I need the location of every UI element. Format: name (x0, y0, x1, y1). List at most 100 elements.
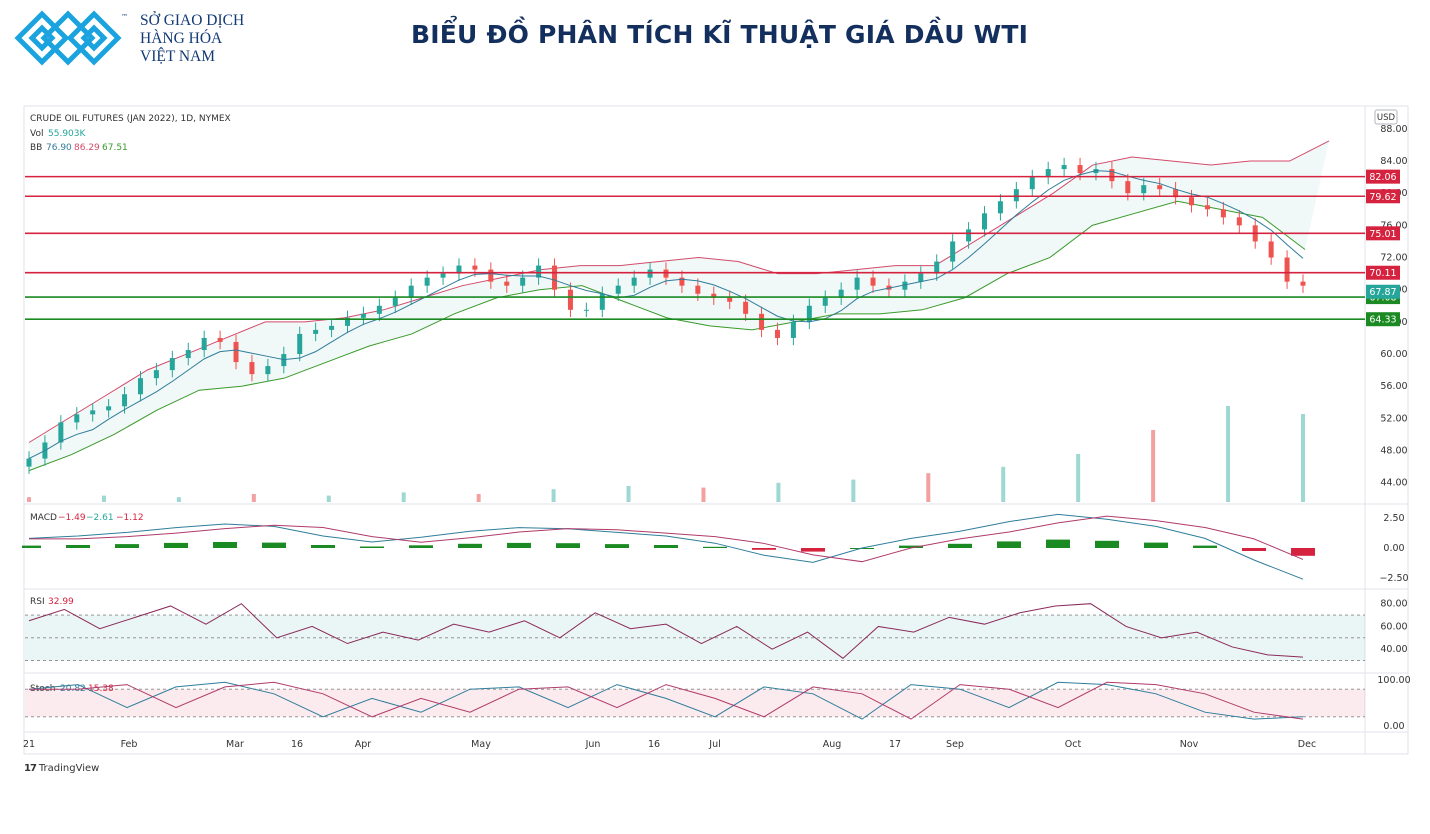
macd-histogram-bar (22, 545, 41, 548)
candle-body (265, 366, 271, 375)
x-tick-label: Dec (1298, 739, 1316, 750)
macd-histogram-bar (752, 548, 776, 550)
price-tick-label: 56.00 (1380, 381, 1407, 392)
candle-body (329, 325, 335, 330)
macd-histogram-bar (703, 546, 727, 548)
candle-body (90, 410, 96, 415)
price-tick-label: 76.00 (1380, 220, 1407, 231)
candle-body (504, 281, 510, 286)
candle-body (870, 277, 876, 286)
tradingview-brand: 17 TradingView (24, 763, 99, 774)
candle-body (822, 297, 828, 306)
macd-line (28, 513, 1304, 580)
rsi-legend-label: RSI (30, 597, 45, 607)
volume-bar (626, 486, 631, 502)
candle-body (201, 337, 207, 351)
macd-legend-label: MACD (30, 513, 57, 523)
support-level-label-bg (1366, 312, 1400, 327)
candle-body (74, 414, 80, 423)
x-tick-label: Nov (1180, 739, 1199, 750)
macd-histogram-bar (213, 542, 237, 548)
volume-bar (401, 492, 406, 502)
svg-text:™: ™ (121, 13, 128, 21)
macd-histogram-bar (1144, 542, 1168, 548)
candle-body (536, 265, 542, 278)
volume-bar (926, 473, 931, 502)
candle-body (743, 301, 749, 314)
candle-body (1029, 177, 1035, 190)
volume-bar (701, 487, 706, 502)
macd-histogram-bar (948, 543, 972, 548)
candle-body (1220, 209, 1226, 218)
x-tick-label: Feb (121, 739, 138, 750)
last-price-label: 67.87 (1369, 287, 1396, 298)
candle-body (456, 265, 462, 274)
macd-histogram-bar (556, 543, 580, 548)
candle-body (679, 277, 685, 286)
x-tick-label: 16 (648, 739, 660, 750)
candle-body (567, 289, 573, 310)
candle-body (424, 277, 430, 286)
volume-bar (1151, 430, 1156, 502)
candle-body (1125, 181, 1131, 194)
logo-text: SỞ GIAO DỊCH HÀNG HÓA VIỆT NAM (140, 12, 244, 66)
macd-tick-label: −2.50 (1379, 573, 1408, 584)
tradingview-label: TradingView (38, 763, 100, 774)
candle-body (185, 350, 191, 359)
rsi-tick-label: 40.00 (1380, 644, 1407, 655)
macd-legend-value-3: −1.12 (116, 513, 144, 523)
macd-histogram-bar (115, 544, 139, 548)
page-title: BIỂU ĐỒ PHÂN TÍCH KĨ THUẬT GIÁ DẦU WTI (411, 20, 1029, 49)
currency-badge (1374, 109, 1398, 125)
candle-body (392, 297, 398, 306)
candle-body (26, 458, 32, 467)
candle-body (1141, 185, 1147, 194)
candle-body (1045, 169, 1051, 178)
candle-body (1013, 189, 1019, 202)
macd-histogram-bar (1193, 545, 1217, 548)
macd-histogram-bar (458, 543, 482, 548)
macd-tick-label: 0.00 (1383, 543, 1404, 554)
candle-body (806, 305, 812, 322)
macd-histogram-bar (654, 545, 678, 548)
macd-histogram-bar (1242, 548, 1266, 551)
candle-body (376, 305, 382, 314)
candle-body (1173, 189, 1179, 198)
volume-legend-label: Vol (30, 129, 43, 139)
logo-line-2: HÀNG HÓA (140, 30, 223, 47)
volume-bar (1301, 414, 1305, 502)
macd-histogram-bar (164, 542, 188, 548)
volume-bar (776, 482, 781, 502)
candle-body (934, 261, 940, 274)
macd-histogram-bar (899, 545, 923, 548)
volume-bar (1076, 454, 1081, 502)
macd-histogram-bar (507, 542, 531, 548)
macd-histogram-bar (66, 545, 90, 548)
volume-bar (326, 495, 331, 502)
logo-line-1: SỞ GIAO DỊCH (140, 12, 245, 29)
price-tick-label: 84.00 (1380, 156, 1407, 167)
candle-body (711, 293, 717, 298)
x-tick-label: Jul (708, 739, 720, 750)
x-tick-label: May (471, 739, 491, 750)
volume-legend-value: 55.903K (48, 129, 86, 139)
candle-body (122, 394, 128, 407)
macd-histogram-bar (1291, 548, 1315, 556)
price-tick-label: 72.00 (1380, 253, 1407, 264)
x-tick-label: 17 (889, 739, 901, 750)
candle-body (345, 317, 350, 326)
currency-label: USD (1377, 113, 1396, 123)
rsi-legend-value: 32.99 (48, 597, 74, 607)
candle-body (647, 269, 653, 278)
bb-legend-upper: 86.29 (74, 143, 100, 153)
candle-body (663, 269, 669, 278)
candle-body (599, 293, 605, 310)
sgd-logo-icon: ™ (14, 10, 128, 66)
stoch-legend-value-d: 15.38 (88, 684, 114, 694)
support-level-label: 64.33 (1369, 315, 1396, 326)
macd-histogram-bar (801, 548, 825, 552)
candle-body (472, 265, 478, 270)
candle-body (1284, 257, 1290, 282)
candle-body (153, 370, 159, 379)
candle-body (854, 277, 860, 290)
